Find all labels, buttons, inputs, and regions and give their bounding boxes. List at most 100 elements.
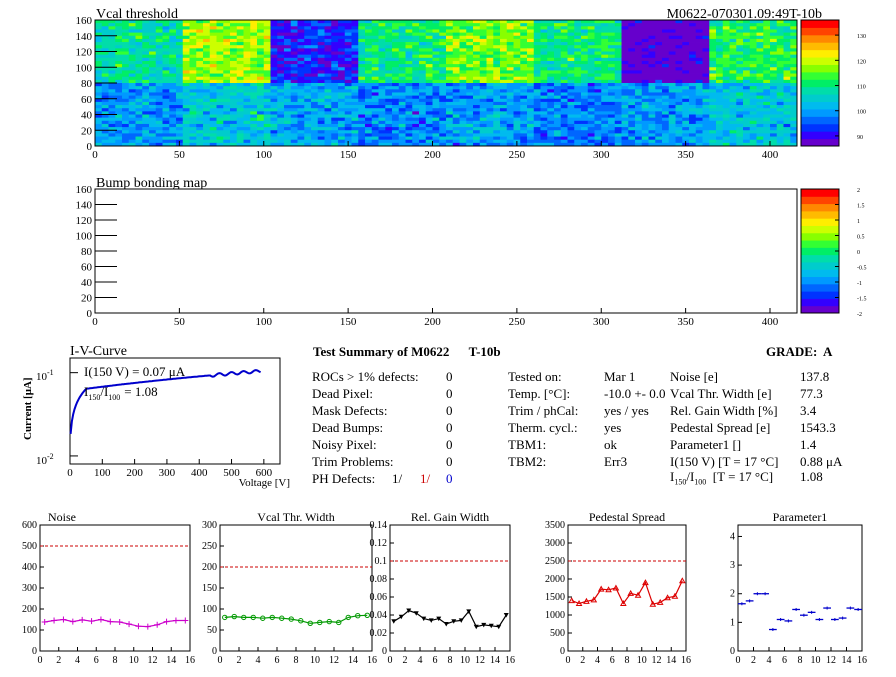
small-chart-xtick: 10 — [310, 655, 320, 666]
summary-row-label: Mask Defects: — [312, 403, 388, 418]
ph-defects-label: PH Defects: — [312, 471, 376, 486]
data-point — [182, 617, 189, 624]
vcal-heatmap-cells — [95, 20, 798, 147]
small-chart-xtick: 12 — [475, 655, 485, 666]
iv-xtick-label: 600 — [256, 467, 273, 479]
summary-row-label: Noise [e] — [670, 369, 719, 384]
palette-swatch — [801, 20, 839, 28]
data-point — [619, 599, 627, 606]
summary-row: Pedestal Spread [e] 1543.3 — [670, 419, 850, 436]
data-point — [575, 599, 583, 606]
small-chart-xtick: 14 — [842, 655, 852, 666]
data-point — [473, 624, 479, 630]
iv-ytick-bottom: 10-2 — [36, 452, 54, 467]
map-xtick-label: 0 — [92, 316, 98, 328]
small-chart-xtick: 12 — [826, 655, 836, 666]
map-xtick-label: 350 — [677, 316, 694, 328]
ratio-row: I150/I100 [T = 17 °C] 1.08 — [670, 468, 850, 491]
bump-plot-frame — [94, 188, 798, 314]
summary-row-value: ok — [604, 437, 617, 452]
test-summary-panel: Test Summary of M0622 T-10b GRADE: A ROC… — [300, 340, 860, 490]
vcal-threshold-panel: Vcal threshold M0622-070301.09:49T-10b 0… — [0, 0, 896, 175]
data-point — [642, 579, 649, 586]
palette-swatch — [801, 283, 839, 292]
data-point — [458, 618, 464, 623]
data-point — [241, 614, 247, 621]
summary-row-label: TBM2: — [508, 454, 547, 469]
palette-swatch — [801, 269, 839, 278]
summary-row-label: TBM1: — [508, 437, 547, 452]
palette-swatch — [801, 232, 839, 241]
vcal-threshold-title: Vcal threshold — [96, 7, 178, 22]
palette-swatch — [801, 116, 839, 125]
iv-curve-panel: I-V-Curve Current [μA] 10-1 10-2 0 100 200… — [0, 340, 300, 490]
data-point — [269, 614, 275, 621]
palette-swatch — [801, 64, 839, 73]
palette-tick-label: 2 — [857, 188, 860, 194]
summary-row: Tested on: Mar 1 — [508, 368, 673, 385]
palette-swatch — [801, 298, 839, 307]
map-xtick-label: 300 — [593, 316, 610, 328]
map-ytick-label: 80 — [81, 78, 93, 90]
summary-row-label: ROCs > 1% defects: — [312, 369, 419, 384]
data-point — [678, 577, 686, 584]
summary-row-label: Parameter1 [] — [670, 437, 742, 452]
summary-row-label: Rel. Gain Width [%] — [670, 403, 778, 418]
series-line — [393, 609, 507, 628]
palette-swatch — [801, 27, 839, 36]
small-chart-ytick: 300 — [22, 583, 37, 594]
map-ytick-label: 0 — [87, 141, 93, 153]
small-chart-title: Vcal Thr. Width — [257, 510, 334, 524]
summary-row-label: Dead Bumps: — [312, 420, 384, 435]
palette-swatch — [801, 225, 839, 234]
data-point — [250, 614, 256, 621]
small-chart-xtick: 16 — [857, 655, 867, 666]
data-point — [163, 618, 170, 625]
small-chart-ytick: 1000 — [545, 610, 565, 621]
map-xtick-label: 350 — [677, 149, 694, 161]
small-chart-xtick: 14 — [490, 655, 500, 666]
small-chart-xtick: 16 — [185, 655, 195, 666]
small-chart-frame — [567, 524, 687, 652]
small-chart-ytick: 0.06 — [370, 592, 388, 603]
small-chart-xtick: 16 — [505, 655, 515, 666]
iv-annotation-ratio: I150/I100 = 1.08 — [84, 384, 158, 402]
data-point — [107, 618, 114, 625]
data-point — [391, 619, 397, 624]
summary-row-label: Noisy Pixel: — [312, 437, 377, 452]
small-chart-ytick: 3500 — [545, 520, 565, 531]
iv-ylabel: Current [μA] — [22, 377, 34, 440]
data-point — [503, 613, 509, 618]
small-chart-xtick: 2 — [580, 655, 585, 666]
vcal-threshold-map: Vcal threshold M0622-070301.09:49T-10b 0… — [76, 7, 867, 161]
data-point — [345, 614, 351, 621]
map-xtick-label: 50 — [174, 149, 186, 161]
map-ytick-label: 20 — [81, 293, 93, 305]
summary-row-label: Therm. cycl.: — [508, 420, 578, 435]
data-point — [364, 612, 370, 619]
small-chart-ytick: 0.12 — [370, 538, 388, 549]
data-point — [336, 619, 342, 626]
map-xtick-label: 100 — [256, 149, 273, 161]
map-xtick-label: 100 — [256, 316, 273, 328]
defects-list: ROCs > 1% defects: 0 Dead Pixel: 0 Mask Defe… — [312, 368, 472, 470]
small-chart-ytick: 0.14 — [370, 520, 388, 531]
small-chart-xtick: 16 — [681, 655, 691, 666]
palette-tick-label: -1.5 — [857, 297, 867, 303]
data-point — [597, 585, 605, 592]
map-ytick-label: 40 — [81, 277, 93, 289]
map-xtick-label: 400 — [762, 316, 779, 328]
data-point — [288, 616, 294, 622]
data-point — [307, 620, 313, 626]
bump-color-palette: -2 -1.5 -1 -0.5 0 0.5 1 1.5 2 — [800, 188, 867, 318]
small-chart-ytick: 200 — [202, 562, 217, 573]
data-point — [79, 616, 86, 623]
bump-bonding-panel: Bump bonding map 0 50 100 150 200 250 300 350 40… — [0, 175, 896, 335]
summary-title-text: Test Summary of M0622 — [313, 344, 450, 359]
data-point — [355, 613, 361, 619]
small-chart-xtick: 8 — [625, 655, 630, 666]
map-xtick-label: 150 — [340, 149, 357, 161]
small-chart-ytick: 100 — [22, 625, 37, 636]
